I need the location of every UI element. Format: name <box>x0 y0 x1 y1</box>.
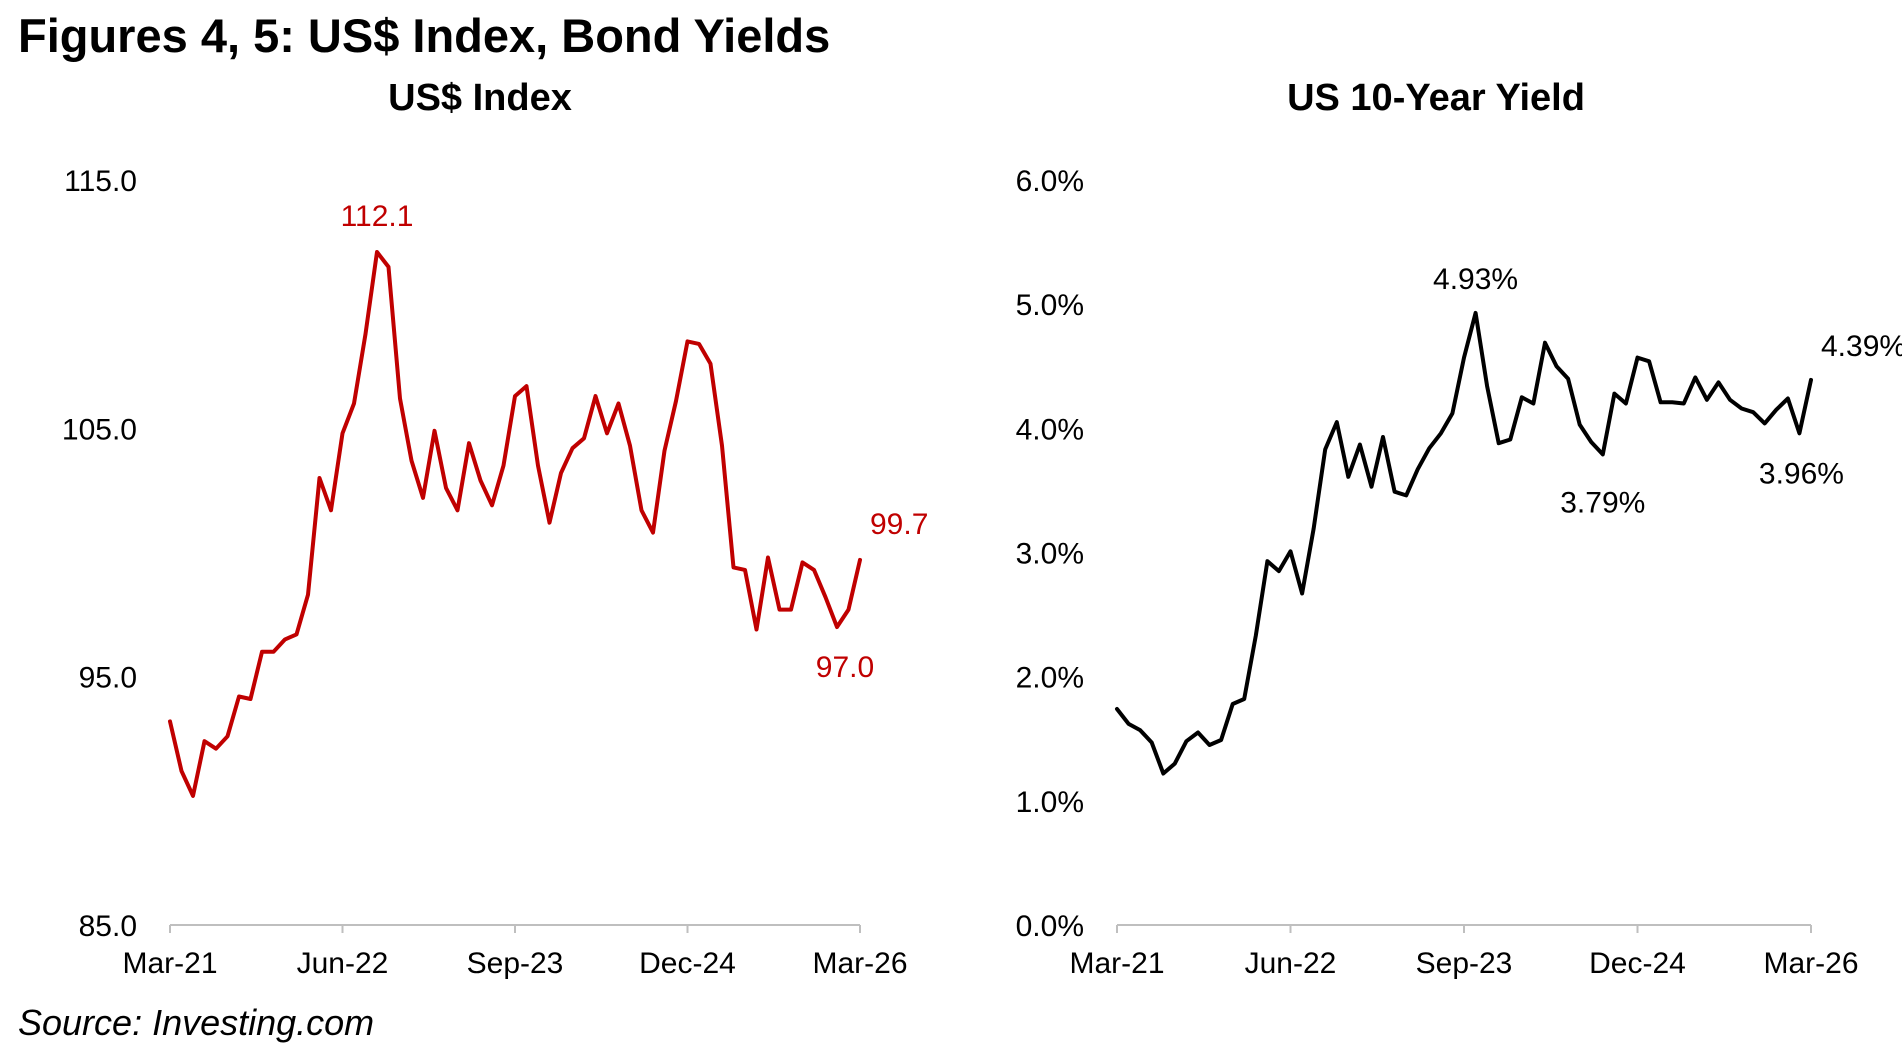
y-tick-label: 0.0% <box>1016 910 1084 943</box>
usd-index-svg: US$ Index 85.0 95.0 105.0 115.0 Mar-21 Jun-2… <box>62 77 928 980</box>
x-tick-label: Jun-22 <box>297 947 389 980</box>
x-tick-label: Dec-24 <box>639 947 736 980</box>
x-tick-label: Sep-23 <box>1416 947 1513 980</box>
source-note: Source: Investing.com <box>18 1002 375 1043</box>
chart-title: US$ Index <box>388 80 572 119</box>
y-tick-label: 85.0 <box>79 910 137 943</box>
data-label: 99.7 <box>870 508 928 541</box>
series-line-us-10y-yield <box>1115 310 1813 776</box>
y-tick-label: 5.0% <box>1016 289 1084 322</box>
chart-title: US 10-Year Yield <box>1287 80 1585 119</box>
data-label: 4.93% <box>1433 263 1518 296</box>
data-label: 3.79% <box>1560 486 1645 519</box>
data-label: 97.0 <box>816 651 874 684</box>
x-tick-label: Sep-23 <box>467 947 564 980</box>
x-tick-label: Mar-26 <box>812 947 907 980</box>
y-tick-label: 1.0% <box>1016 786 1084 819</box>
x-tick-label: Mar-21 <box>1069 947 1164 980</box>
y-tick-label: 4.0% <box>1016 413 1084 446</box>
data-label: 4.39% <box>1821 330 1902 363</box>
y-tick-label: 3.0% <box>1016 538 1084 571</box>
series-line-usd-index <box>168 250 862 798</box>
figure-title: Figures 4, 5: US$ Index, Bond Yields <box>18 9 831 62</box>
y-tick-label: 115.0 <box>64 165 137 198</box>
chart-us-10y-yield: US 10-Year Yield 0.0% 1.0% 2.0% 3.0% 4.0% 5.0… <box>951 77 1902 1000</box>
x-tick-label: Mar-26 <box>1763 947 1858 980</box>
y-tick-label: 105.0 <box>62 413 137 446</box>
chart-usd-index: US$ Index 85.0 95.0 105.0 115.0 Mar-21 Jun-2… <box>0 77 951 1000</box>
y-tick-label: 2.0% <box>1016 662 1084 695</box>
data-label: 112.1 <box>341 200 414 233</box>
x-tick-label: Dec-24 <box>1589 947 1686 980</box>
x-tick-label: Mar-21 <box>122 947 217 980</box>
us-10y-yield-svg: US 10-Year Yield 0.0% 1.0% 2.0% 3.0% 4.0% 5.0… <box>1016 77 1902 980</box>
x-tick-label: Jun-22 <box>1245 947 1337 980</box>
y-tick-label: 95.0 <box>79 662 137 695</box>
y-tick-label: 6.0% <box>1016 165 1084 198</box>
data-label: 3.96% <box>1759 457 1844 490</box>
